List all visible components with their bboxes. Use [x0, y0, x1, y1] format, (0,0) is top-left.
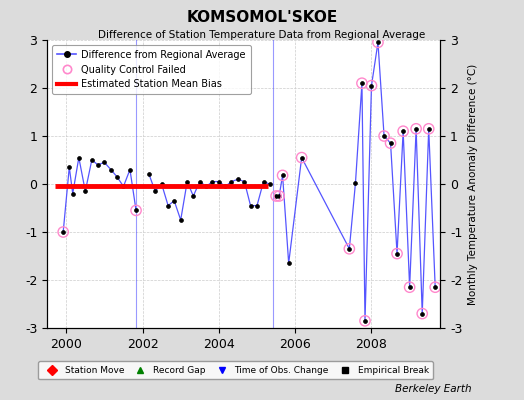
Point — [424, 126, 433, 132]
Point — [399, 128, 407, 134]
Point — [406, 284, 414, 290]
Point — [275, 193, 283, 199]
Point — [367, 82, 376, 89]
Point — [345, 246, 354, 252]
Point — [380, 133, 388, 139]
Point — [418, 310, 427, 317]
Point — [374, 39, 382, 46]
Point — [412, 126, 420, 132]
Point — [361, 318, 369, 324]
Point — [358, 80, 366, 86]
Point — [59, 229, 68, 235]
Y-axis label: Monthly Temperature Anomaly Difference (°C): Monthly Temperature Anomaly Difference (… — [468, 63, 478, 305]
Text: KOMSOMOL'SKOE: KOMSOMOL'SKOE — [187, 10, 337, 25]
Point — [272, 193, 280, 199]
Text: Berkeley Earth: Berkeley Earth — [395, 384, 472, 394]
Point — [132, 207, 140, 214]
Legend: Station Move, Record Gap, Time of Obs. Change, Empirical Break: Station Move, Record Gap, Time of Obs. C… — [38, 362, 433, 380]
Text: Difference of Station Temperature Data from Regional Average: Difference of Station Temperature Data f… — [99, 30, 425, 40]
Point — [278, 172, 287, 178]
Point — [386, 140, 395, 146]
Point — [393, 250, 401, 257]
Legend: Difference from Regional Average, Quality Control Failed, Estimated Station Mean: Difference from Regional Average, Qualit… — [52, 45, 250, 94]
Point — [431, 284, 440, 290]
Point — [298, 154, 306, 161]
